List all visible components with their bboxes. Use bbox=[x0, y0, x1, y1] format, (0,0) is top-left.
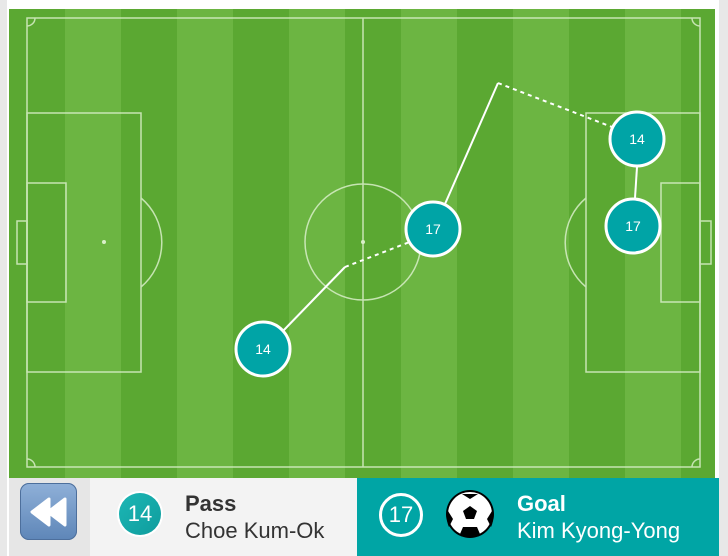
current-event-panel: 17 Goal Kim Kyong-Yong bbox=[357, 478, 719, 556]
pitch-stripe bbox=[177, 9, 233, 479]
shot-line bbox=[634, 166, 638, 199]
pitch-stripe bbox=[345, 9, 401, 479]
player-number: 17 bbox=[425, 221, 441, 237]
left-goal bbox=[16, 220, 28, 265]
event-bar: 14 Pass Choe Kum-Ok 17 Goal Kim Kyong-Yo… bbox=[9, 478, 719, 556]
pass-line bbox=[281, 266, 346, 333]
player-marker[interactable]: 14 bbox=[234, 320, 292, 378]
pitch-stripe bbox=[457, 9, 513, 479]
player-number-badge: 14 bbox=[119, 493, 161, 535]
player-number: 17 bbox=[625, 218, 641, 234]
player-number: 14 bbox=[629, 131, 645, 147]
football-pitch: 14 17 14 17 bbox=[9, 9, 715, 479]
pitch-stripe bbox=[121, 9, 177, 479]
pass-line bbox=[444, 82, 499, 205]
rewind-icon bbox=[30, 497, 67, 527]
pitch-stripe bbox=[513, 9, 569, 479]
player-marker[interactable]: 17 bbox=[604, 197, 662, 255]
rewind-button[interactable] bbox=[20, 483, 77, 540]
right-goal bbox=[699, 220, 712, 265]
soccer-ball-icon bbox=[446, 490, 494, 538]
pitch-stripe bbox=[65, 9, 121, 479]
player-marker[interactable]: 14 bbox=[608, 110, 666, 168]
previous-event-panel: 14 Pass Choe Kum-Ok bbox=[90, 478, 357, 556]
event-type: Pass bbox=[185, 491, 237, 516]
player-name: Kim Kyong-Yong bbox=[517, 518, 681, 543]
player-number-badge: 17 bbox=[379, 493, 423, 537]
right-penalty-arc bbox=[564, 197, 587, 288]
player-name: Choe Kum-Ok bbox=[185, 518, 325, 543]
event-type: Goal bbox=[517, 491, 566, 516]
pitch-stripe bbox=[289, 9, 345, 479]
pitch-stripe bbox=[233, 9, 289, 479]
left-penalty-arc bbox=[140, 197, 163, 288]
player-marker[interactable]: 17 bbox=[404, 200, 462, 258]
pitch-stripe bbox=[681, 9, 715, 479]
dribble-line bbox=[344, 237, 421, 268]
pitch-stripe bbox=[9, 9, 65, 479]
player-number: 14 bbox=[255, 341, 271, 357]
